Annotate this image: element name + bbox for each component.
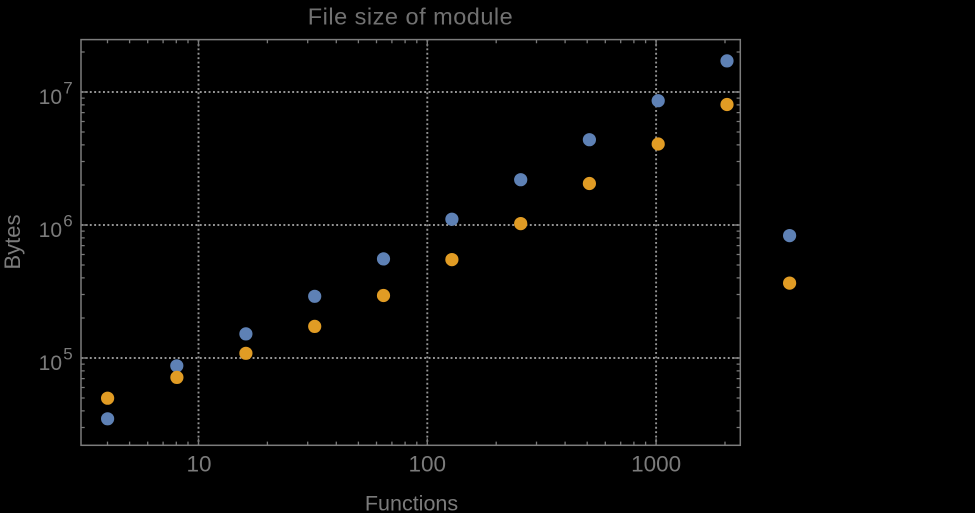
svg-text:1000: 1000 <box>631 452 681 477</box>
svg-text:10: 10 <box>39 219 62 242</box>
svg-text:10: 10 <box>39 86 62 109</box>
svg-text:7: 7 <box>63 79 72 98</box>
svg-text:6: 6 <box>63 212 72 231</box>
svg-text:10: 10 <box>186 452 211 477</box>
svg-text:Bytes: Bytes <box>0 214 25 269</box>
svg-text:5: 5 <box>63 345 72 364</box>
svg-text:Functions: Functions <box>365 492 458 513</box>
svg-text:10: 10 <box>39 352 62 375</box>
svg-text:100: 100 <box>409 452 447 477</box>
svg-text:File size of module: File size of module <box>308 3 513 29</box>
